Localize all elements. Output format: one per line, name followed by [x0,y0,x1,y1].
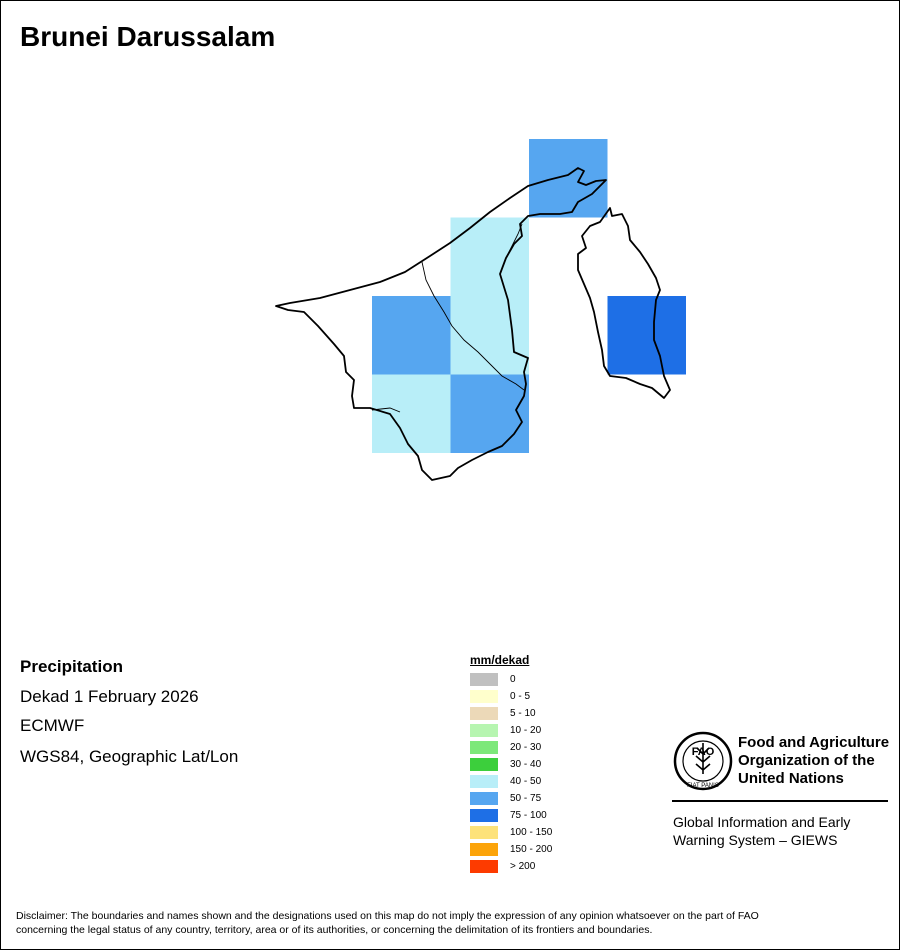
district-boundary [505,223,523,259]
legend-item: 10 - 20 [470,722,552,739]
legend-item: 50 - 75 [470,790,552,807]
legend-label: 150 - 200 [510,844,553,855]
legend-label: 30 - 40 [510,759,542,770]
precipitation-cell [372,296,451,375]
legend-label: 100 - 150 [510,827,553,838]
legend-item: > 200 [470,858,552,875]
precipitation-cell [529,139,608,218]
giews-name: Global Information and Early Warning Sys… [673,814,851,848]
legend-swatch [470,843,498,856]
legend-swatch [470,690,498,703]
temburong-boundary [577,207,671,399]
legend-label: 20 - 30 [510,742,542,753]
legend-item: 40 - 50 [470,773,552,790]
precipitation-cell [372,374,451,453]
legend-label: > 200 [510,861,536,872]
district-boundary [421,261,525,391]
projection-label: WGS84, Geographic Lat/Lon [20,747,239,766]
legend-item: 150 - 200 [470,841,552,858]
legend-label: 0 [510,674,516,685]
legend-item: 0 - 5 [470,688,552,705]
legend-swatch [470,741,498,754]
legend-label: 50 - 75 [510,793,542,804]
country-boundary [275,167,607,481]
map-title: Brunei Darussalam [20,21,276,52]
legend-swatch [470,707,498,720]
precipitation-cell [607,296,686,375]
fao-emblem-icon: FAO FIAT PANIS [673,731,733,791]
legend-swatch [470,809,498,822]
legend-label: 5 - 10 [510,708,536,719]
disclaimer: Disclaimer: The boundaries and names sho… [16,910,759,936]
precipitation-map [275,139,686,481]
legend-label: 75 - 100 [510,810,547,821]
legend-item: 20 - 30 [470,739,552,756]
fao-organization-name: Food and Agriculture Organization of the… [738,734,890,787]
legend-item: 100 - 150 [470,824,552,841]
legend-swatch [470,792,498,805]
precipitation-cell [450,296,529,375]
district-boundary [371,407,401,413]
legend-label: 10 - 20 [510,725,542,736]
logo-divider [672,800,888,802]
legend-item: 75 - 100 [470,807,552,824]
legend-items: 0 0 - 5 5 - 10 10 - 20 20 - 30 30 - 40 40 - 50… [470,671,552,875]
variable-label: Precipitation [20,657,123,676]
legend-item: 5 - 10 [470,705,552,722]
legend-item: 0 [470,671,552,688]
grid-cells [372,139,686,453]
precipitation-cell [450,374,529,453]
legend-swatch [470,758,498,771]
legend-swatch [470,673,498,686]
period-label: Dekad 1 February 2026 [20,687,199,706]
legend-item: 30 - 40 [470,756,552,773]
legend-swatch [470,724,498,737]
legend-label: 0 - 5 [510,691,531,702]
legend-label: 40 - 50 [510,776,542,787]
precipitation-cell [450,217,529,296]
legend: mm/dekad 0 0 - 5 5 - 10 10 - 20 20 - 30 30 - … [470,652,552,875]
emblem-text: FAO [692,746,715,758]
source-label: ECMWF [20,716,85,735]
emblem-motto: FIAT PANIS [687,783,719,789]
legend-swatch [470,775,498,788]
legend-title: mm/dekad [470,653,530,667]
legend-swatch [470,826,498,839]
legend-swatch [470,860,498,873]
